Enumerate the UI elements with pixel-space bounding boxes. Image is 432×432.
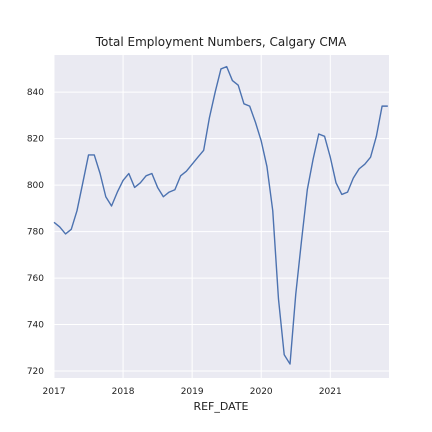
y-tick-label-2: 760 — [27, 274, 44, 284]
chart-title: Total Employment Numbers, Calgary CMA — [95, 35, 347, 49]
x-tick-label-4: 2021 — [319, 387, 342, 397]
y-tick-label-3: 780 — [27, 228, 44, 238]
y-tick-label-5: 820 — [27, 135, 44, 145]
y-tick-label-1: 740 — [27, 321, 44, 331]
x-tick-label-3: 2020 — [250, 387, 273, 397]
x-tick-label-1: 2018 — [112, 387, 135, 397]
x-tick-label-2: 2019 — [181, 387, 204, 397]
x-tick-label-0: 2017 — [43, 387, 66, 397]
y-axis-ticks: 720 740 760 780 800 820 840 — [27, 88, 44, 377]
y-tick-label-4: 800 — [27, 181, 44, 191]
x-axis-ticks: 2017 2018 2019 2020 2021 — [43, 387, 342, 397]
y-tick-label-6: 840 — [27, 88, 44, 98]
plot-area — [54, 55, 389, 378]
x-axis-label: REF_DATE — [193, 400, 248, 413]
y-tick-label-0: 720 — [27, 367, 44, 377]
